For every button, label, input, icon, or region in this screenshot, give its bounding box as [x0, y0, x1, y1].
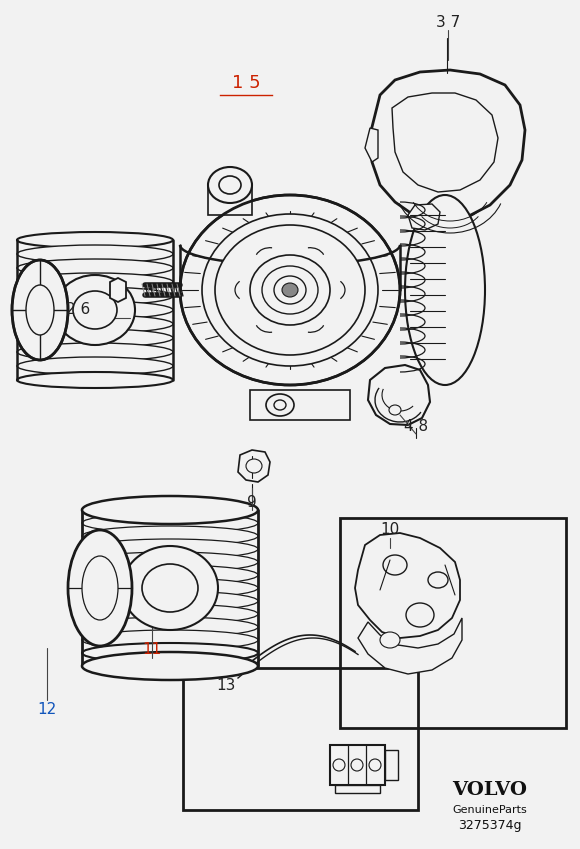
Text: GenuineParts: GenuineParts: [452, 805, 527, 815]
Ellipse shape: [250, 255, 330, 325]
Ellipse shape: [82, 652, 258, 680]
Polygon shape: [335, 785, 380, 793]
Ellipse shape: [82, 630, 258, 650]
Ellipse shape: [17, 372, 173, 388]
Polygon shape: [370, 70, 525, 222]
Ellipse shape: [180, 195, 400, 385]
Bar: [183, 668, 418, 810]
Ellipse shape: [208, 167, 252, 203]
Ellipse shape: [142, 564, 198, 612]
Polygon shape: [330, 745, 385, 785]
Ellipse shape: [274, 400, 286, 410]
Ellipse shape: [17, 315, 173, 333]
Ellipse shape: [383, 555, 407, 575]
Ellipse shape: [82, 500, 258, 520]
Ellipse shape: [55, 275, 135, 345]
Ellipse shape: [405, 195, 485, 385]
Ellipse shape: [73, 291, 117, 329]
Text: 1 5: 1 5: [231, 74, 260, 92]
Ellipse shape: [82, 526, 258, 546]
Polygon shape: [408, 204, 440, 230]
Ellipse shape: [82, 552, 258, 572]
Ellipse shape: [266, 394, 294, 416]
Ellipse shape: [246, 459, 262, 473]
Ellipse shape: [17, 329, 173, 347]
Text: 12: 12: [37, 702, 57, 717]
Text: 13: 13: [216, 678, 235, 693]
Polygon shape: [358, 618, 462, 674]
Text: 2 6: 2 6: [66, 302, 90, 318]
Bar: [340, 518, 566, 728]
Ellipse shape: [380, 632, 400, 648]
Ellipse shape: [82, 643, 258, 663]
Text: 10: 10: [380, 522, 400, 537]
Polygon shape: [238, 450, 270, 482]
Ellipse shape: [82, 604, 258, 624]
Ellipse shape: [82, 513, 258, 533]
Ellipse shape: [82, 496, 258, 524]
Ellipse shape: [82, 617, 258, 637]
Ellipse shape: [12, 260, 68, 360]
Ellipse shape: [82, 565, 258, 585]
Polygon shape: [365, 128, 378, 162]
Ellipse shape: [17, 301, 173, 319]
Polygon shape: [355, 533, 460, 638]
Ellipse shape: [215, 225, 365, 355]
Polygon shape: [250, 390, 350, 420]
Text: 4 8: 4 8: [404, 419, 428, 434]
Ellipse shape: [17, 343, 173, 361]
Polygon shape: [110, 278, 126, 302]
Ellipse shape: [369, 759, 381, 771]
Text: 3275374g: 3275374g: [458, 819, 522, 833]
Ellipse shape: [68, 530, 132, 646]
Ellipse shape: [17, 245, 173, 263]
Text: VOLVO: VOLVO: [452, 781, 527, 799]
Ellipse shape: [333, 759, 345, 771]
Polygon shape: [392, 93, 498, 192]
Ellipse shape: [17, 273, 173, 291]
Ellipse shape: [406, 603, 434, 627]
Ellipse shape: [82, 539, 258, 559]
Ellipse shape: [82, 578, 258, 598]
Text: 9: 9: [247, 494, 257, 509]
Polygon shape: [368, 365, 430, 425]
Ellipse shape: [17, 287, 173, 305]
Ellipse shape: [389, 405, 401, 415]
Ellipse shape: [82, 591, 258, 611]
Ellipse shape: [219, 176, 241, 194]
Ellipse shape: [262, 266, 318, 314]
Text: 11: 11: [142, 643, 162, 657]
Ellipse shape: [17, 232, 173, 248]
Text: 3 7: 3 7: [436, 14, 460, 30]
Polygon shape: [385, 750, 398, 780]
Ellipse shape: [122, 546, 218, 630]
Ellipse shape: [82, 556, 118, 620]
Ellipse shape: [351, 759, 363, 771]
Ellipse shape: [428, 572, 448, 588]
Ellipse shape: [17, 357, 173, 375]
Ellipse shape: [26, 285, 54, 335]
Polygon shape: [208, 185, 252, 215]
Ellipse shape: [274, 276, 306, 304]
Ellipse shape: [282, 283, 298, 297]
Ellipse shape: [17, 259, 173, 277]
Ellipse shape: [202, 214, 378, 366]
